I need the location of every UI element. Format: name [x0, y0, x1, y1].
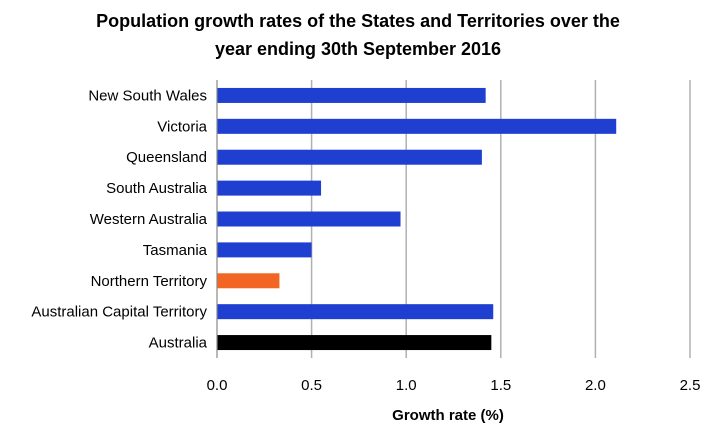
x-axis-label: Growth rate (%)	[392, 407, 504, 424]
category-label-6: Northern Territory	[91, 273, 208, 290]
bar-0	[217, 87, 486, 103]
x-tick-label-0: 0.0	[207, 377, 228, 394]
x-tick-label-3: 1.5	[490, 377, 511, 394]
bars	[217, 87, 617, 351]
x-tick-label-5: 2.5	[680, 377, 701, 394]
bar-1	[217, 118, 617, 134]
category-label-2: Queensland	[126, 149, 207, 166]
category-label-5: Tasmania	[143, 242, 208, 259]
category-labels: New South Wales Victoria Queensland South A…	[31, 87, 207, 351]
bar-6	[217, 273, 280, 289]
category-label-1: Victoria	[157, 118, 207, 135]
bar-2	[217, 149, 482, 165]
x-tick-label-4: 2.0	[585, 377, 606, 394]
chart-title-line-2: year ending 30th September 2016	[215, 39, 501, 59]
bar-7	[217, 304, 494, 320]
category-label-8: Australia	[149, 335, 208, 352]
x-tick-label-2: 1.0	[396, 377, 417, 394]
bar-4	[217, 211, 401, 227]
bar-5	[217, 242, 312, 258]
x-tick-labels: 0.0 0.5 1.0 1.5 2.0 2.5	[207, 377, 701, 394]
chart-title-line-1: Population growth rates of the States an…	[96, 11, 620, 31]
category-label-4: Western Australia	[90, 211, 208, 228]
bar-3	[217, 180, 322, 196]
bar-8	[217, 335, 492, 351]
category-label-7: Australian Capital Territory	[31, 304, 207, 321]
x-tick-label-1: 0.5	[301, 377, 322, 394]
category-label-0: New South Wales	[88, 87, 207, 104]
category-label-3: South Australia	[106, 180, 208, 197]
